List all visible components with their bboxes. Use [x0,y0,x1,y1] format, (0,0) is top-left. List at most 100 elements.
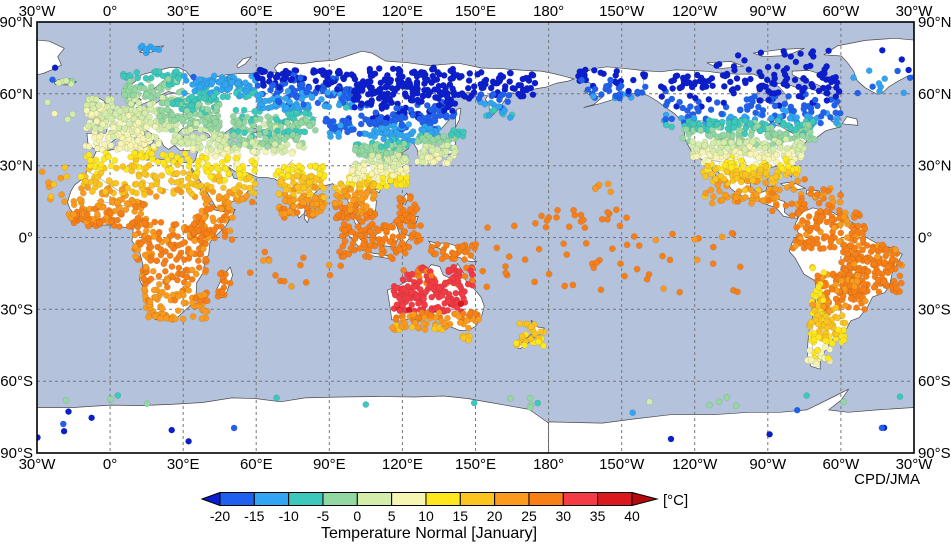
station-dot [435,71,443,78]
station-dot [168,426,175,434]
station-dot [847,242,854,249]
station-dot [570,206,577,214]
station-dot [798,152,805,160]
station-dot [896,260,903,268]
station-dot [865,67,873,75]
colorbar-tick-label: -10 [279,508,299,524]
station-dot [312,77,320,85]
station-dot [833,119,840,126]
station-dot [222,165,230,172]
station-dot [421,326,429,333]
station-dot [641,71,649,79]
colorbar-tick-label: 15 [453,508,469,524]
station-dot [114,392,122,399]
station-dot [482,76,490,84]
station-dot [360,166,367,174]
station-dot [782,135,790,143]
station-dot [807,62,814,70]
station-dot [801,175,808,183]
station-dot [829,340,836,347]
station-dot [384,96,392,104]
station-dot [300,174,308,182]
station-dot [853,277,861,285]
station-dot [792,58,800,66]
lon-tick-label-top: 0° [103,3,117,20]
station-dot [759,111,766,119]
station-dot [855,255,863,263]
station-dot [829,270,837,278]
station-dot [738,178,745,186]
station-dot [702,173,709,180]
station-dot [140,275,148,283]
station-dot [58,191,65,198]
station-dot [668,123,676,131]
lon-tick-label-top: 90°W [749,3,787,20]
station-dot [130,92,137,99]
station-dot [221,233,229,240]
station-dot [187,126,194,133]
station-dot [720,139,728,146]
station-dot [836,198,844,206]
station-dot [838,258,845,266]
station-dot [248,138,256,146]
station-dot [761,144,769,152]
station-dot [364,91,372,98]
station-dot [80,189,87,197]
station-dot [775,139,783,146]
station-dot [400,285,408,293]
station-dot [127,142,134,149]
station-dot [461,256,468,263]
station-dot [261,248,269,256]
station-dot [146,101,153,108]
station-dot [357,101,365,109]
station-dot [50,180,58,188]
station-dot [350,213,357,220]
colorbar-segment [391,492,427,506]
station-dot [484,224,491,231]
station-dot [197,220,205,228]
station-dot [164,75,172,83]
station-dot [810,53,817,60]
station-dot [771,185,779,193]
station-dot [456,268,464,275]
station-dot [815,333,823,341]
station-dot [392,315,400,323]
station-dot [189,313,197,320]
station-dot [130,115,138,123]
station-dot [861,225,869,232]
station-dot [410,283,418,291]
station-dot [102,188,109,196]
station-dot [730,124,738,132]
station-dot [160,159,167,166]
station-dot [335,211,343,219]
station-dot [833,79,841,86]
station-dot [747,75,754,83]
station-dot [728,87,736,94]
station-dot [723,70,731,78]
station-dot [377,79,385,87]
station-dot [261,68,268,75]
station-dot [752,191,760,198]
station-dot [538,212,545,220]
station-dot [236,171,243,178]
station-dot [526,394,534,402]
station-dot [175,253,183,260]
station-dot [496,96,503,104]
station-dot [192,174,200,181]
station-dot [802,77,810,84]
station-dot [406,275,413,283]
station-dot [156,315,164,322]
station-dot [420,127,427,134]
station-dot [162,267,169,275]
station-dot [420,320,428,327]
station-dot [85,143,93,150]
station-dot [289,123,296,130]
station-dot [337,262,345,270]
station-dot [350,96,358,104]
station-dot [793,114,801,121]
station-dot [832,109,840,116]
station-dot [248,198,256,206]
station-dot [418,309,426,316]
station-dot [689,138,696,146]
station-dot [259,257,267,264]
